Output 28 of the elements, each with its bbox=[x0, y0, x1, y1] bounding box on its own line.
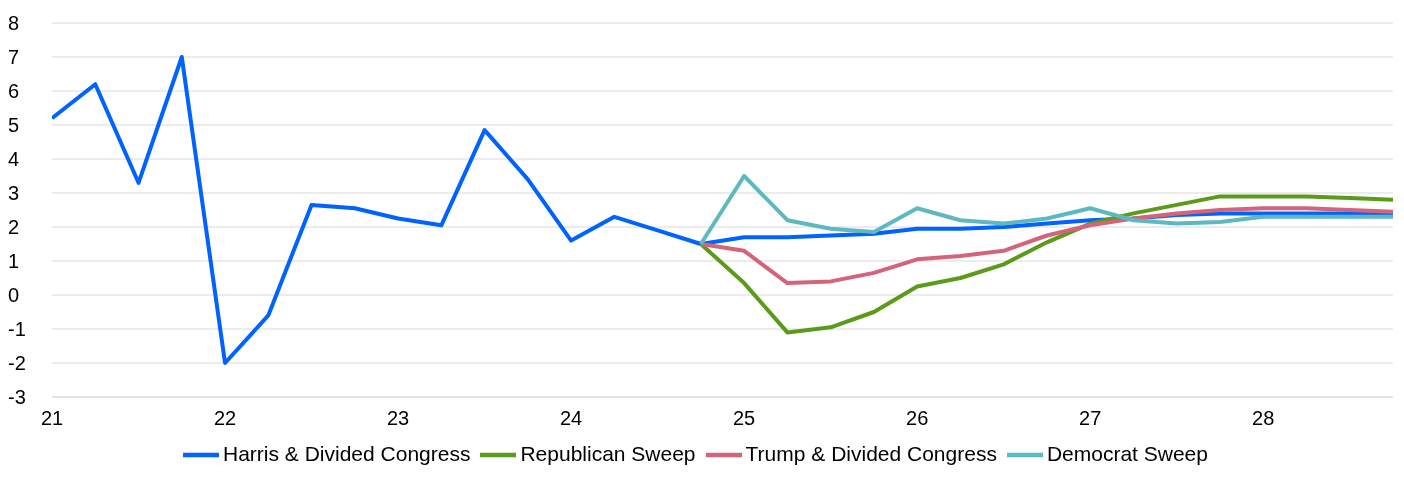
y-tick-label: 2 bbox=[8, 216, 20, 239]
x-tick-label: 24 bbox=[559, 407, 583, 430]
y-tick-label: -3 bbox=[8, 386, 26, 409]
line-series bbox=[52, 55, 1393, 365]
y-tick-label: 1 bbox=[8, 250, 20, 273]
x-tick-label: 25 bbox=[733, 407, 756, 430]
y-tick-label: 5 bbox=[8, 114, 20, 137]
x-tick-label: 23 bbox=[386, 407, 410, 430]
y-tick-label: -1 bbox=[8, 318, 26, 341]
x-tick-label: 26 bbox=[906, 407, 929, 430]
line-series bbox=[698, 174, 1393, 246]
y-tick-label: 6 bbox=[8, 80, 20, 103]
y-tick-label: 7 bbox=[8, 46, 20, 69]
legend-label: Republican Sweep bbox=[520, 441, 696, 465]
legend-label: Trump & Divided Congress bbox=[745, 441, 997, 465]
x-tick-label: 27 bbox=[1079, 407, 1102, 430]
legend-label: Democrat Sweep bbox=[1046, 441, 1208, 465]
x-tick-label: 28 bbox=[1252, 407, 1275, 430]
legend-label: Harris & Divided Congress bbox=[223, 441, 471, 465]
y-tick-label: 8 bbox=[8, 12, 20, 35]
line-series bbox=[698, 194, 1393, 335]
y-tick-label: 3 bbox=[8, 182, 20, 205]
y-tick-label: -2 bbox=[8, 352, 26, 375]
y-tick-label: 4 bbox=[8, 148, 20, 171]
line-series bbox=[698, 206, 1393, 286]
x-tick-label: 22 bbox=[213, 407, 237, 430]
y-tick-label: 0 bbox=[8, 284, 20, 307]
x-tick-label: 21 bbox=[40, 407, 64, 430]
